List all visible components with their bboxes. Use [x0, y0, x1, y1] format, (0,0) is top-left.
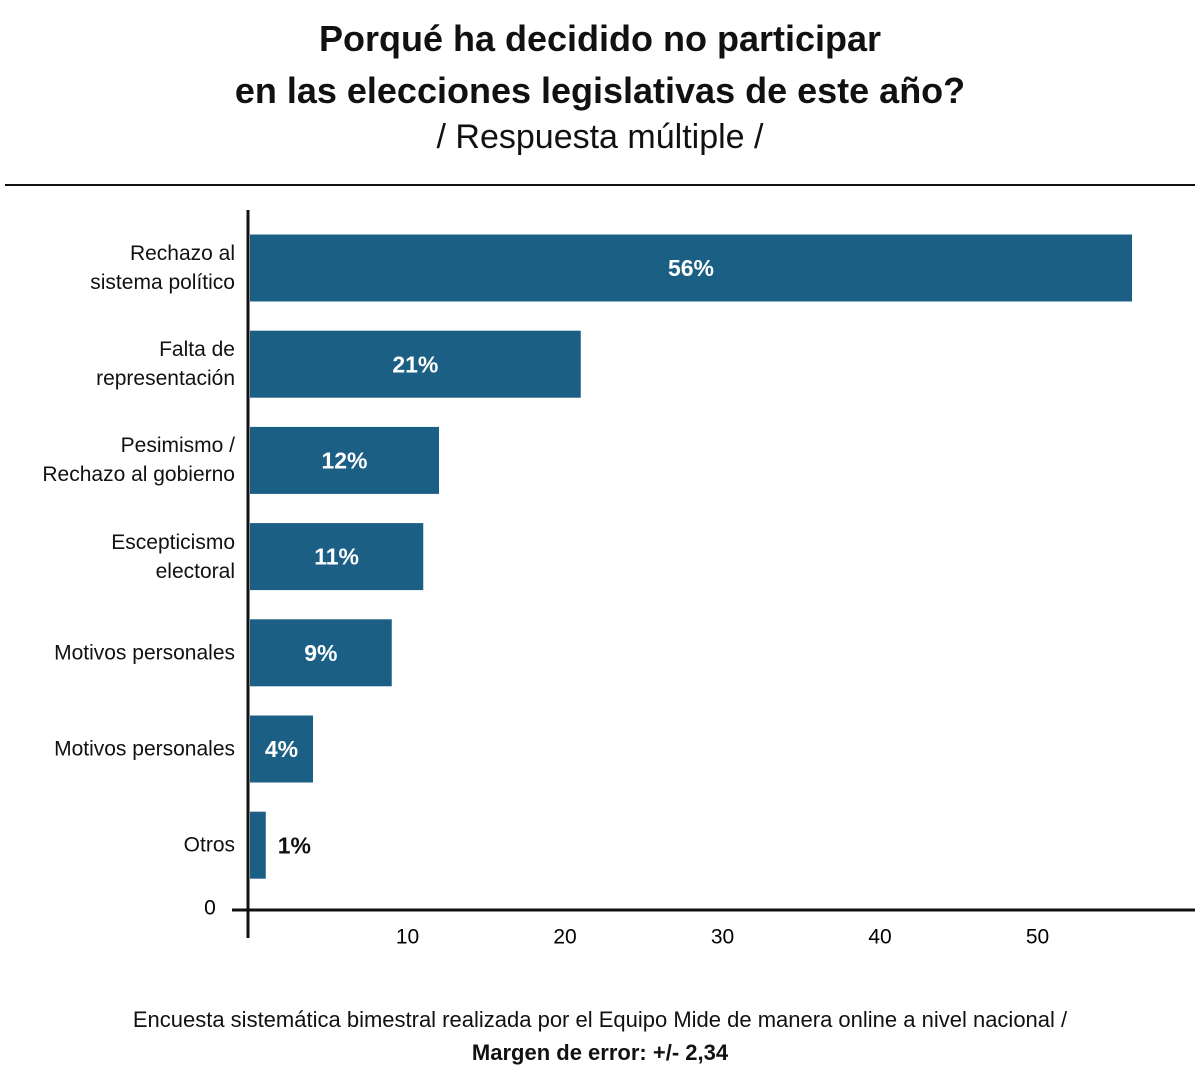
value-label: 56%	[668, 255, 714, 281]
bar	[250, 523, 424, 591]
y-tick-label: Motivos personales	[54, 737, 235, 761]
footnote: Encuesta sistemática bimestral realizada…	[132, 1007, 1068, 1032]
bar	[250, 715, 313, 783]
y-tick-label: Rechazo al sistema político	[90, 242, 235, 294]
chart-title: en las elecciones legislativas de este a…	[234, 70, 966, 111]
x-tick-label: 10	[396, 926, 419, 949]
bar	[250, 426, 439, 494]
value-label: 1%	[278, 832, 311, 858]
bar	[250, 330, 581, 398]
y-tick-label: Pesimismo / Rechazo al gobierno	[42, 434, 235, 487]
footnote-bold: Margen de error: +/- 2,34	[471, 1040, 729, 1065]
value-label: 12%	[321, 447, 367, 473]
chart-title: Porqué ha decidido no participar	[318, 18, 882, 59]
value-label: 11%	[314, 544, 359, 570]
chart-subtitle: / Respuesta múltiple /	[436, 118, 764, 156]
x-tick-label: 40	[868, 926, 891, 949]
x-tick-label: 20	[553, 926, 576, 949]
y-tick-label: Escepticismo electoral	[111, 530, 235, 583]
y-tick-label: Otros	[183, 833, 235, 857]
value-label: 21%	[392, 351, 438, 377]
bar	[250, 619, 392, 687]
value-label: 9%	[304, 640, 337, 666]
y-tick-label: Falta de representación	[96, 338, 235, 391]
x-tick-label: 50	[1026, 926, 1049, 949]
y-tick-label: Motivos personales	[54, 641, 235, 665]
x-tick-label: 30	[711, 926, 734, 949]
bar	[250, 811, 266, 879]
x-tick-label: 0	[204, 897, 216, 920]
value-label: 4%	[265, 736, 298, 762]
bar	[250, 234, 1132, 302]
